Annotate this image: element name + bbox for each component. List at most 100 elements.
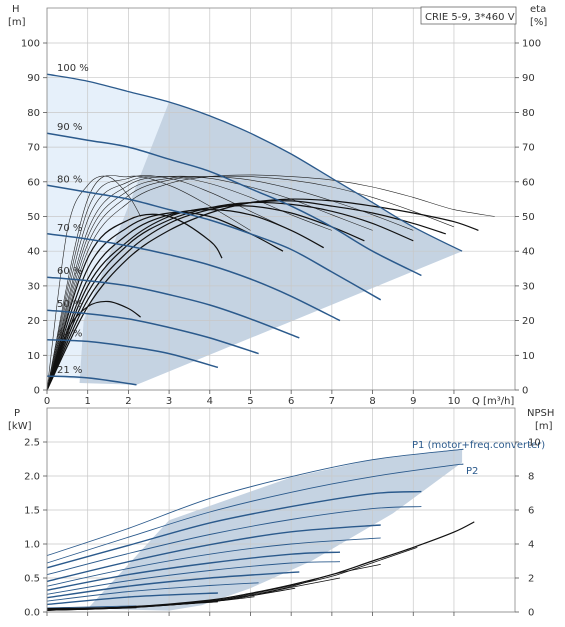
p-tick-label: 0.0	[24, 608, 40, 619]
power-curve-0	[46, 448, 464, 557]
head-curve-100-percent	[46, 73, 463, 252]
y-axis-label-p: P	[14, 408, 20, 419]
speed-label: 70 %	[57, 223, 82, 234]
power-region	[87, 449, 463, 611]
head-curve-70-percent	[46, 233, 341, 322]
y2-tick-label: 80	[522, 108, 535, 119]
y2-tick-label: 100	[522, 39, 541, 50]
eta-thin-curve-0	[46, 174, 495, 391]
p-tick-label: 2.5	[24, 438, 40, 449]
p-tick-label: 2.0	[24, 472, 40, 483]
eta-curve-0	[46, 198, 479, 391]
head-curve-80-percent	[46, 184, 382, 301]
y2-tick-label: 20	[522, 316, 535, 327]
top-curves: 100 % 90 % 80 % 70 % 60 % 50 % 40 % 21 %	[46, 63, 495, 391]
x-tick-label: 7	[329, 396, 335, 407]
y2-tick-label: 60	[522, 177, 535, 188]
p-tick-label: 0.5	[24, 574, 40, 585]
head-curve-60-percent	[46, 276, 300, 339]
y2-axis-label-eta: eta	[530, 4, 546, 15]
eta-thin-curve-2	[46, 176, 414, 391]
x-tick-label: 5	[247, 396, 253, 407]
operating-region-dark	[79, 101, 463, 385]
npsh-tick-label: 4	[528, 540, 534, 551]
speed-label: 90 %	[57, 122, 82, 133]
y-tick-label: 20	[27, 316, 40, 327]
power-curve-10	[46, 592, 218, 606]
x-axis-label-q: Q [m³/h]	[472, 396, 514, 407]
speed-label: 21 %	[57, 365, 82, 376]
speed-label: 40 %	[57, 329, 82, 340]
x-tick-label: 4	[207, 396, 213, 407]
y2-tick-label: 40	[522, 247, 535, 258]
power-curve-3	[46, 506, 422, 576]
y-tick-label: 100	[21, 39, 40, 50]
power-curve-8	[46, 571, 300, 599]
power-curve-11	[46, 605, 137, 609]
y-axis-label-h: H	[12, 4, 20, 15]
y2-axis-label-npsh: NPSH	[527, 408, 554, 419]
y2-axis-unit-eta: [%]	[530, 17, 547, 28]
x-tick-label: 10	[448, 396, 461, 407]
power-curve-5	[46, 537, 381, 587]
y2-tick-label: 90	[522, 73, 535, 84]
top-frame	[46, 7, 516, 391]
npsh-curve-7	[46, 607, 137, 611]
y2-tick-label: 30	[522, 281, 535, 292]
x-tick-label: 0	[44, 396, 50, 407]
y-tick-label: 30	[27, 281, 40, 292]
speed-label: 60 %	[57, 266, 82, 277]
speed-label: 80 %	[57, 174, 82, 185]
head-efficiency-panel: 100 %90 %80 %70 %60 %50 %40 %21 % 0 010 10…	[8, 4, 547, 407]
y-tick-label: 10	[27, 351, 40, 362]
eta-thin-curve-7	[46, 175, 141, 391]
x-tick-label: 1	[85, 396, 91, 407]
eta-curve-3	[46, 205, 365, 391]
npsh-tick-label: 2	[528, 574, 534, 585]
head-curve-50-percent	[46, 309, 259, 355]
y-tick-label: 70	[27, 143, 40, 154]
x-tick-label: 2	[125, 396, 131, 407]
speed-label: 100 %	[57, 63, 89, 74]
speed-label: 50 %	[57, 299, 82, 310]
eta-thin-curve-1	[46, 175, 455, 391]
npsh-tick-label: 6	[528, 506, 534, 517]
legend-p1: P1 (motor+freq.converter)	[412, 440, 545, 451]
p-tick-label: 1.0	[24, 540, 40, 551]
chart-title-box: CRIE 5-9, 3*460 V	[420, 6, 517, 25]
y2-tick-label: 0	[522, 386, 528, 397]
y-tick-label: 60	[27, 177, 40, 188]
power-curve-6	[46, 551, 341, 591]
npsh-tick-label: 10	[528, 438, 541, 449]
bottom-curves: P1 (motor+freq.converter) P2	[46, 440, 545, 611]
power-curve-7	[46, 561, 341, 595]
eta-curve-6	[46, 213, 223, 391]
x-tick-label: 3	[166, 396, 172, 407]
y-axis-unit-h: [m]	[8, 17, 26, 28]
bottom-axes: 0.0 0.5 1.0 1.5 2.0 2.5 0 2 4 6 8 10	[24, 407, 541, 619]
y2-tick-label: 10	[522, 351, 535, 362]
head-curve-40-percent	[46, 338, 219, 369]
p-tick-label: 1.5	[24, 506, 40, 517]
head-curve-21-percent	[46, 375, 137, 386]
operating-region	[47, 74, 463, 385]
x-tick-label: 8	[369, 396, 375, 407]
eta-curve-7	[46, 300, 141, 391]
y2-tick-label: 50	[522, 212, 535, 223]
eta-thin-curve-6	[46, 174, 251, 391]
y-tick-label: 90	[27, 73, 40, 84]
x-tick-label: 6	[288, 396, 294, 407]
y2-axis-unit-npsh: [m]	[535, 421, 553, 432]
y-axis-unit-p: [kW]	[8, 421, 32, 432]
y-tick-label: 0	[34, 386, 40, 397]
npsh-tick-label: 8	[528, 472, 534, 483]
power-npsh-panel: P1 (motor+freq.converter)P2 0.00.51.01.5…	[8, 407, 554, 619]
npsh-tick-label: 0	[528, 608, 534, 619]
y-tick-label: 80	[27, 108, 40, 119]
head-curve-90-percent	[46, 132, 422, 277]
y2-tick-label: 70	[522, 143, 535, 154]
chart-title: CRIE 5-9, 3*460 V	[425, 12, 515, 23]
y-tick-label: 50	[27, 212, 40, 223]
